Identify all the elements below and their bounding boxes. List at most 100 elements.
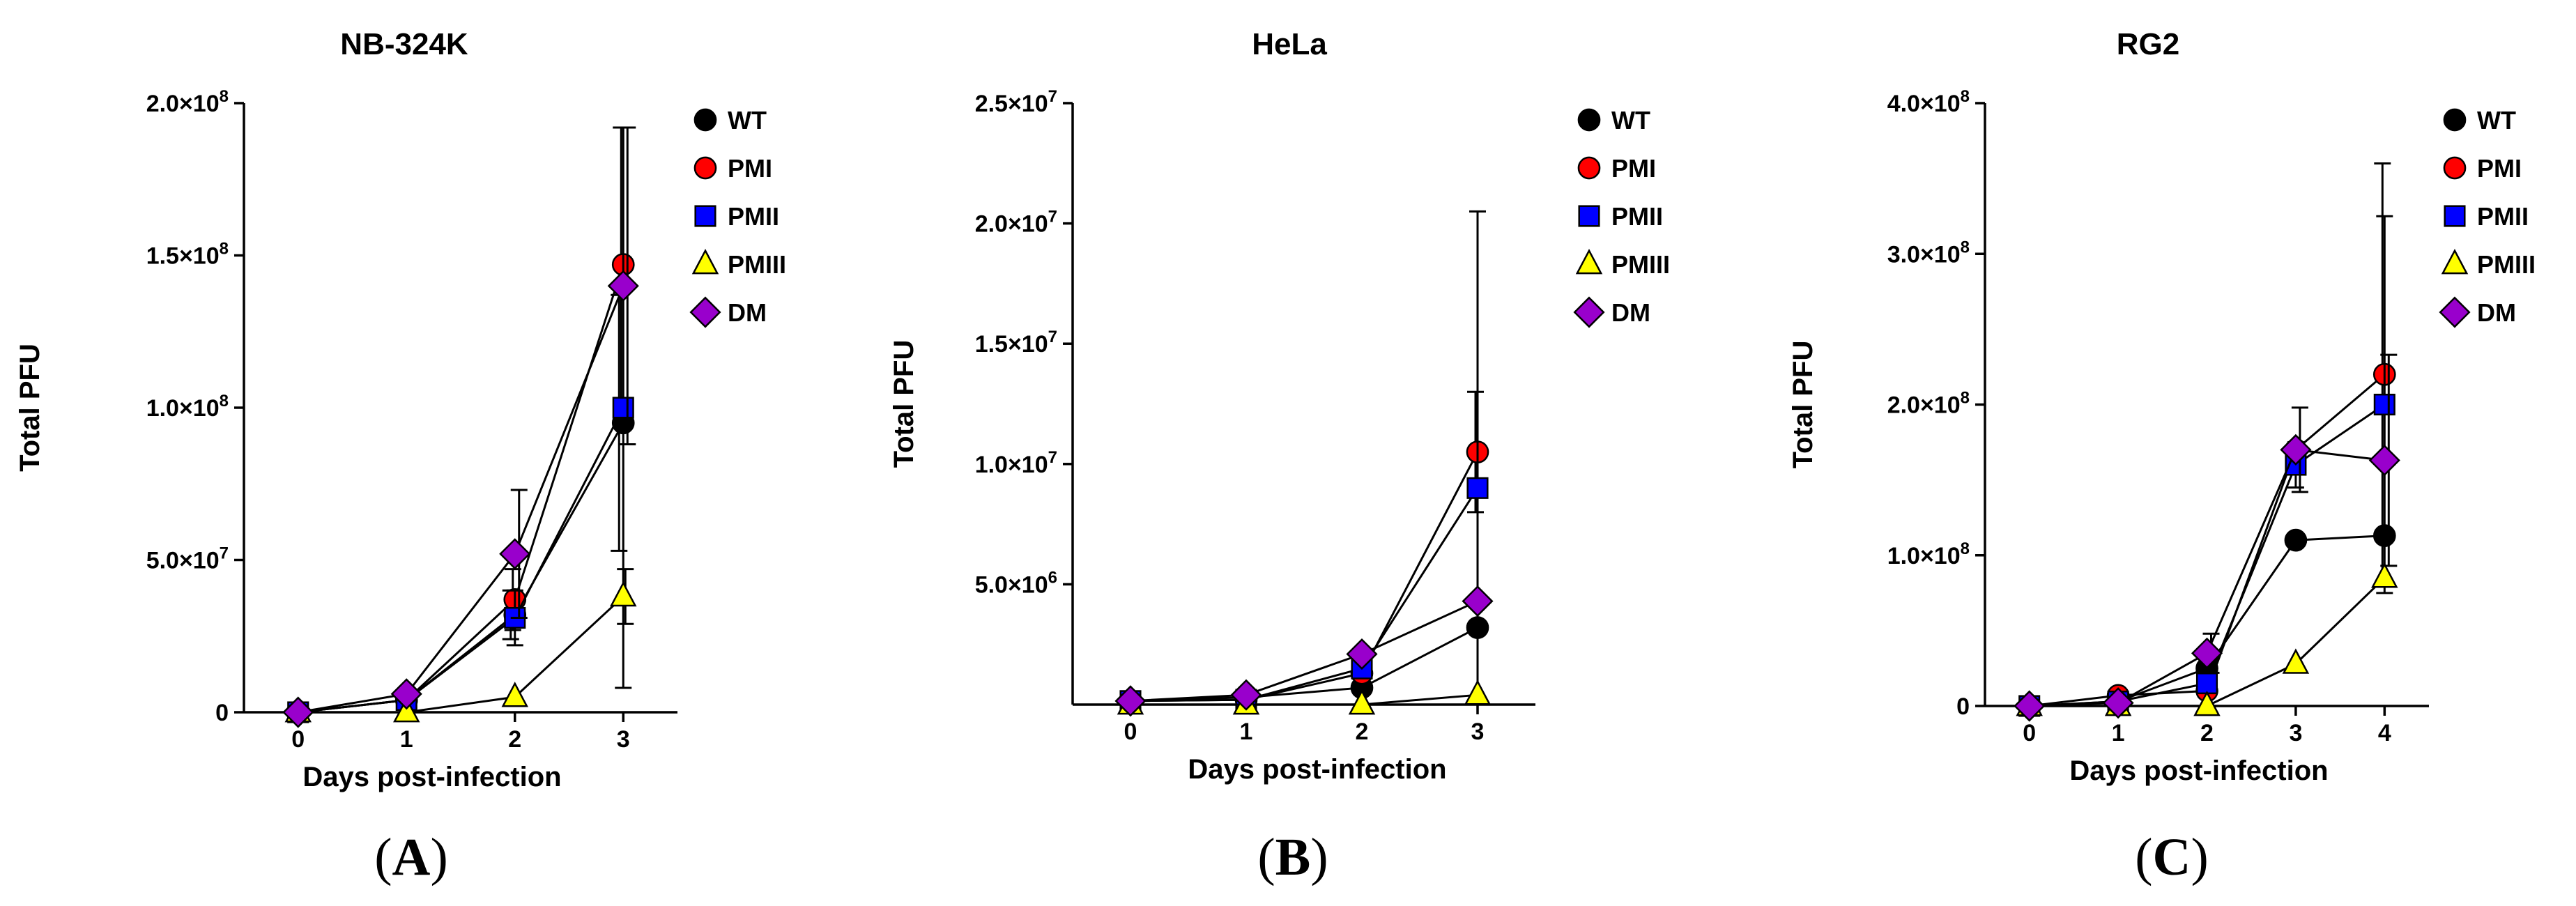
panel-label-letter: A <box>392 828 431 886</box>
y-tick-base: 3.0×10 <box>1887 241 1961 268</box>
legend-marker-pmii <box>1578 205 1600 227</box>
panel-label-open: ( <box>374 828 392 886</box>
panel-label: (A) <box>374 828 448 886</box>
x-tick-label: 0 <box>2023 720 2036 746</box>
x-axis-label: Days post-infection <box>1188 754 1446 785</box>
series-line <box>1130 600 1478 702</box>
point-pmiii <box>1464 680 1492 705</box>
point-pmiii <box>501 682 528 707</box>
y-tick-base: 2.0×10 <box>975 211 1048 238</box>
x-tick-label: 1 <box>1240 719 1253 745</box>
legend-marker-pmiii <box>691 248 719 275</box>
legend-label-dm: DM <box>728 298 767 327</box>
legend-label-wt: WT <box>2477 106 2516 135</box>
series-line <box>298 595 624 714</box>
y-tick-base: 1.5×10 <box>975 331 1048 358</box>
y-tick-base: 1.0×10 <box>975 452 1048 478</box>
chart-title: HeLa <box>1252 27 1327 61</box>
y-tick-exponent: 8 <box>1961 539 1970 558</box>
y-tick-exponent: 8 <box>220 87 229 106</box>
chart-title: NB-324K <box>340 27 468 61</box>
x-tick-label: 1 <box>400 726 413 753</box>
y-tick-exponent: 8 <box>220 240 229 259</box>
legend-label-pmi: PMI <box>728 154 772 183</box>
panel-label-letter: B <box>1275 828 1311 886</box>
y-tick-base: 5.0×10 <box>146 548 220 574</box>
point-pmiii <box>2371 562 2398 588</box>
series-line <box>298 264 624 714</box>
series-line <box>298 422 624 714</box>
point-wt <box>2284 528 2308 552</box>
legend-label-pmii: PMII <box>2477 202 2529 231</box>
series-line <box>1130 487 1479 702</box>
legend: WT PMI PMII PMIII DM <box>689 106 786 328</box>
y-tick-exponent: 7 <box>220 544 229 563</box>
point-dm <box>1462 585 1494 617</box>
x-tick-label: 3 <box>1471 719 1485 745</box>
series-pmii <box>287 126 634 723</box>
x-tick-label: 1 <box>2112 720 2125 746</box>
point-pmii <box>2373 393 2395 416</box>
chart-title: RG2 <box>2117 27 2179 61</box>
legend-marker-wt <box>2443 108 2467 132</box>
y-tick-label: 4.0×108 <box>1887 87 1970 117</box>
legend-label-dm: DM <box>2477 298 2516 327</box>
y-tick-label: 0 <box>1956 693 1970 720</box>
panel-b: HeLa5.0×1061.0×1071.5×1072.0×1072.5×1070… <box>889 27 1670 886</box>
y-tick-exponent: 7 <box>1048 448 1057 467</box>
point-dm <box>607 270 639 302</box>
legend: WT PMI PMII PMIII DM <box>2439 106 2536 328</box>
legend-label-pmi: PMI <box>2477 154 2522 183</box>
legend-marker-pmi <box>1577 156 1601 180</box>
panel-label-open: ( <box>2135 828 2152 886</box>
y-axis-label: Total PFU <box>15 344 45 472</box>
point-dm <box>2368 444 2400 477</box>
legend-marker-dm <box>1573 296 1605 328</box>
y-tick-label: 0 <box>215 700 229 726</box>
y-tick-base: 4.0×10 <box>1887 91 1961 117</box>
point-pmiii <box>2282 648 2310 674</box>
panel-label-close: ) <box>1310 828 1328 886</box>
x-tick-label: 4 <box>2378 720 2391 746</box>
legend-label-pmiii: PMIII <box>728 250 786 279</box>
x-tick-label: 2 <box>2200 720 2214 746</box>
y-tick-label: 2.5×107 <box>975 87 1057 117</box>
point-pmiii <box>1348 689 1376 715</box>
y-tick-base: 1.0×10 <box>146 395 220 422</box>
panel-label: (C) <box>2135 828 2209 886</box>
point-pmii <box>2195 673 2218 695</box>
series-pmiii <box>284 568 637 723</box>
y-tick-label: 5.0×106 <box>975 568 1057 598</box>
y-tick-exponent: 7 <box>1048 87 1057 106</box>
y-tick-exponent: 8 <box>1961 238 1970 256</box>
point-dm <box>499 538 531 570</box>
y-axis-label: Total PFU <box>1788 341 1818 469</box>
y-tick-base: 5.0×10 <box>975 571 1048 598</box>
y-tick-label: 2.0×107 <box>975 208 1057 238</box>
y-tick-exponent: 8 <box>1961 389 1970 408</box>
point-dm <box>2014 690 2046 722</box>
y-tick-exponent: 7 <box>1048 208 1057 227</box>
y-tick-label: 1.5×108 <box>146 240 229 270</box>
legend-marker-dm <box>2439 296 2471 328</box>
legend-label-pmii: PMII <box>1611 202 1663 231</box>
point-pmiii <box>393 696 420 723</box>
legend-marker-wt <box>1577 108 1601 132</box>
y-tick-label: 1.5×107 <box>975 328 1057 358</box>
legend-label-pmiii: PMIII <box>2477 250 2536 279</box>
point-dm <box>282 696 314 728</box>
y-tick-label: 2.0×108 <box>146 87 229 117</box>
legend-label-wt: WT <box>728 106 767 135</box>
y-tick-base: 1.0×10 <box>1887 543 1961 569</box>
y-tick-label: 2.0×108 <box>1887 389 1970 419</box>
point-dm <box>1114 685 1147 717</box>
series-line <box>1130 693 1478 706</box>
y-tick-base: 2.5×10 <box>975 91 1048 117</box>
x-tick-label: 2 <box>508 726 521 753</box>
y-tick-base: 1.5×10 <box>146 243 220 270</box>
y-tick-exponent: 6 <box>1048 568 1057 587</box>
x-axis-label: Days post-infection <box>302 762 561 792</box>
series-dm <box>1114 585 1494 717</box>
panel-label-close: ) <box>2191 828 2208 886</box>
series-dm <box>2014 353 2400 722</box>
